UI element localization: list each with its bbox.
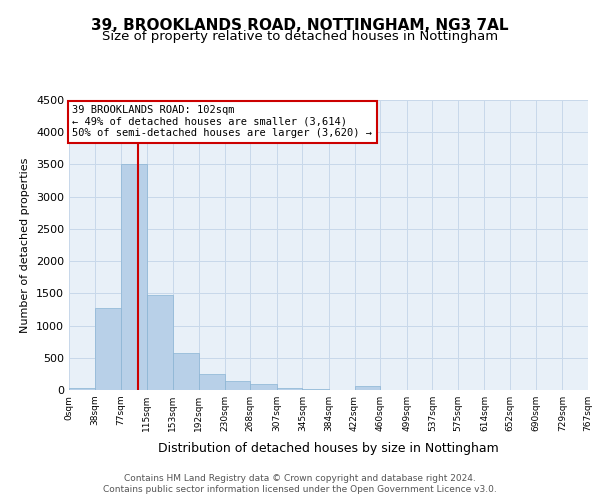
Bar: [173, 354, 199, 390]
Bar: [69, 388, 95, 390]
Y-axis label: Number of detached properties: Number of detached properties: [20, 158, 31, 332]
Bar: [277, 388, 302, 390]
Text: Contains HM Land Registry data © Crown copyright and database right 2024.
Contai: Contains HM Land Registry data © Crown c…: [103, 474, 497, 494]
Bar: [147, 294, 173, 390]
Bar: [95, 308, 121, 390]
Text: 39 BROOKLANDS ROAD: 102sqm
← 49% of detached houses are smaller (3,614)
50% of s: 39 BROOKLANDS ROAD: 102sqm ← 49% of deta…: [73, 105, 373, 138]
Text: 39, BROOKLANDS ROAD, NOTTINGHAM, NG3 7AL: 39, BROOKLANDS ROAD, NOTTINGHAM, NG3 7AL: [91, 18, 509, 32]
X-axis label: Distribution of detached houses by size in Nottingham: Distribution of detached houses by size …: [158, 442, 499, 456]
Text: Size of property relative to detached houses in Nottingham: Size of property relative to detached ho…: [102, 30, 498, 43]
Bar: [121, 164, 147, 390]
Bar: [355, 386, 380, 390]
Bar: [250, 384, 277, 390]
Bar: [199, 374, 224, 390]
Bar: [224, 380, 250, 390]
